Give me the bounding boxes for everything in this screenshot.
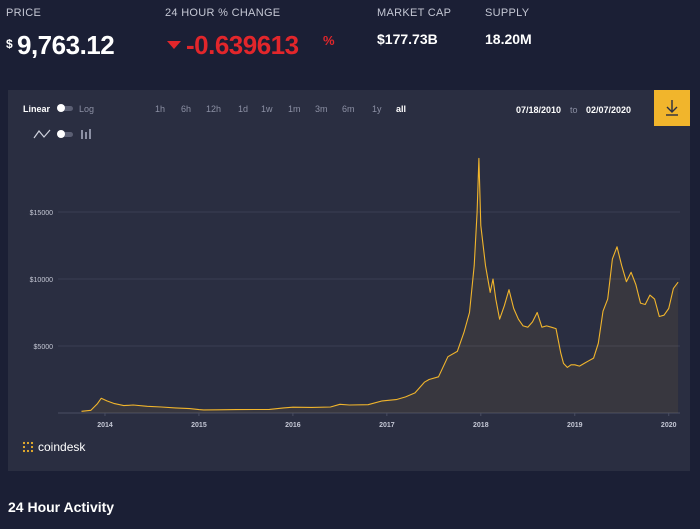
line-chart-icon[interactable] bbox=[33, 128, 51, 140]
chart-type-toggle-knob bbox=[57, 130, 65, 138]
scale-toggle-knob bbox=[57, 104, 65, 112]
stats-header: PRICE $ 9,763.12 24 HOUR % CHANGE -0.639… bbox=[0, 0, 700, 80]
scale-linear-option[interactable]: Linear bbox=[23, 104, 51, 114]
change-unit: % bbox=[323, 33, 335, 48]
x-tick-label: 2018 bbox=[473, 422, 489, 429]
price-line bbox=[81, 157, 679, 412]
change-label: 24 HOUR % CHANGE bbox=[165, 7, 281, 19]
download-button[interactable] bbox=[654, 90, 690, 126]
range-3m[interactable]: 3m bbox=[315, 104, 328, 114]
date-from[interactable]: 07/18/2010 bbox=[516, 105, 562, 115]
range-1m[interactable]: 1m bbox=[288, 104, 301, 114]
range-all[interactable]: all bbox=[396, 104, 407, 114]
bar-chart-icon[interactable] bbox=[80, 128, 92, 140]
y-tick-label: $15000 bbox=[30, 210, 53, 217]
range-1h[interactable]: 1h bbox=[155, 104, 166, 114]
x-tick-label: 2020 bbox=[661, 422, 677, 429]
chart-panel: Linear Log 1h 6h 12h 1d 1w 1m 3m 6m 1y a… bbox=[8, 90, 690, 471]
y-tick-label: $10000 bbox=[30, 277, 53, 284]
x-tick-label: 2014 bbox=[97, 422, 113, 429]
change-value: -0.639613 bbox=[186, 30, 299, 60]
scale-log-option[interactable]: Log bbox=[79, 104, 95, 114]
supply-label: SUPPLY bbox=[485, 7, 530, 19]
coindesk-logo-text: coindesk bbox=[38, 440, 86, 454]
date-to-word: to bbox=[570, 105, 578, 115]
range-6h[interactable]: 6h bbox=[181, 104, 192, 114]
coindesk-logo: coindesk bbox=[22, 440, 85, 454]
supply-value: 18.20M bbox=[485, 31, 532, 47]
range-1d[interactable]: 1d bbox=[238, 104, 249, 114]
price-label: PRICE bbox=[6, 7, 42, 19]
date-to[interactable]: 02/07/2020 bbox=[586, 105, 632, 115]
x-tick-label: 2015 bbox=[191, 422, 207, 429]
download-icon bbox=[666, 100, 678, 116]
chart-type-toggle[interactable] bbox=[57, 130, 73, 138]
price-currency: $ bbox=[6, 37, 13, 51]
x-tick-label: 2016 bbox=[285, 422, 301, 429]
scale-toggle[interactable] bbox=[57, 104, 73, 112]
range-12h[interactable]: 12h bbox=[206, 104, 222, 114]
x-tick-label: 2019 bbox=[567, 422, 583, 429]
range-6m[interactable]: 6m bbox=[342, 104, 355, 114]
price-area bbox=[81, 158, 679, 413]
section-title: 24 Hour Activity bbox=[8, 499, 115, 515]
arrow-down-icon bbox=[167, 41, 181, 49]
range-1w[interactable]: 1w bbox=[261, 104, 273, 114]
market-cap-label: MARKET CAP bbox=[377, 7, 452, 19]
coindesk-logo-icon bbox=[22, 441, 34, 453]
range-1y[interactable]: 1y bbox=[372, 104, 382, 114]
x-tick-label: 2017 bbox=[379, 422, 395, 429]
price-chart[interactable]: $5000 $10000 $15000 2014 2015 2016 2017 2018 201… bbox=[8, 90, 690, 471]
market-cap-value: $177.73B bbox=[377, 31, 438, 47]
price-value: 9,763.12 bbox=[17, 30, 115, 60]
y-tick-label: $5000 bbox=[34, 344, 54, 351]
